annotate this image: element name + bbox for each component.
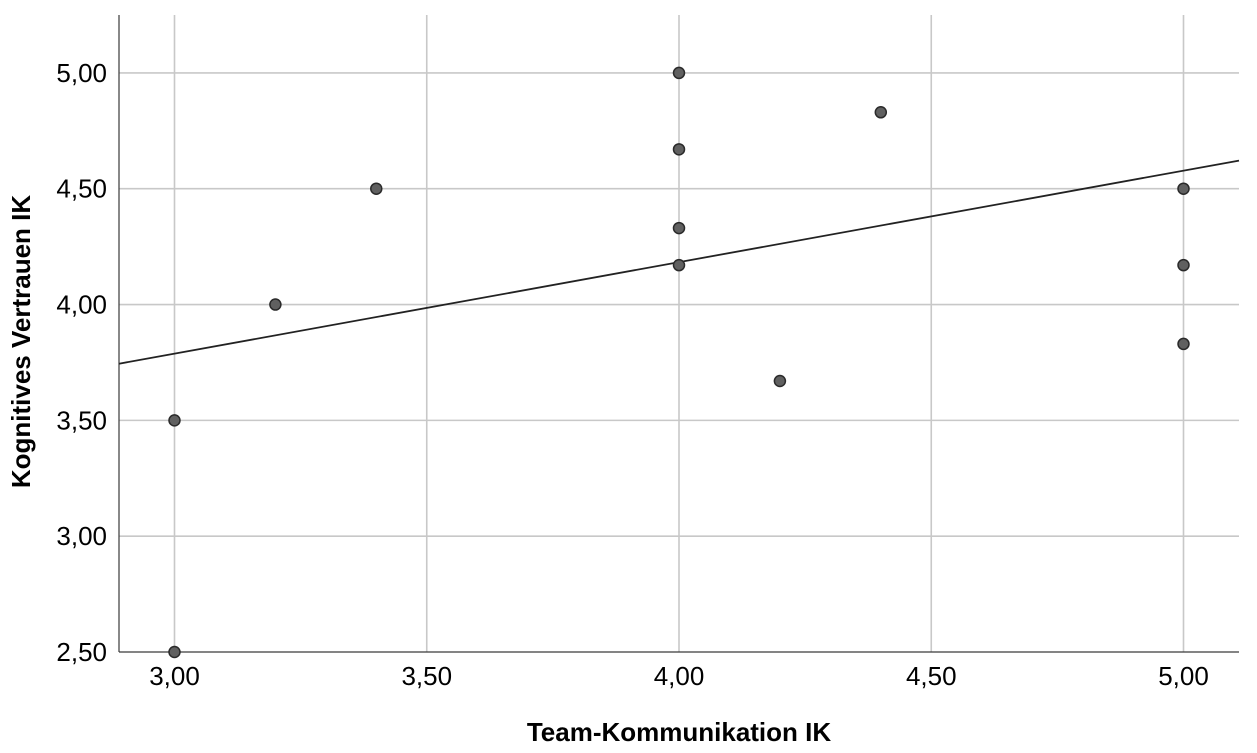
data-point xyxy=(168,645,181,659)
data-point xyxy=(672,66,686,80)
data-point xyxy=(672,258,686,272)
x-tick-label: 3,00 xyxy=(149,661,200,691)
y-tick-label: 3,50 xyxy=(56,405,107,435)
data-points xyxy=(168,66,1190,659)
x-gridlines xyxy=(173,15,1185,652)
x-tick-label: 5,00 xyxy=(1158,661,1209,691)
x-axis-title: Team-Kommunikation IK xyxy=(527,717,832,747)
data-point xyxy=(874,106,888,119)
data-point xyxy=(1177,337,1190,351)
data-point xyxy=(773,374,787,388)
y-tick-labels: 2,50 3,00 3,50 4,00 4,50 5,00 xyxy=(56,58,107,667)
y-tick-label: 3,00 xyxy=(56,521,107,551)
y-gridlines xyxy=(119,72,1239,537)
data-point xyxy=(269,298,282,311)
data-point xyxy=(168,414,181,427)
data-point xyxy=(1177,258,1190,272)
y-tick-label: 4,50 xyxy=(56,174,107,204)
x-tick-label: 4,50 xyxy=(906,661,957,691)
x-tick-label: 4,00 xyxy=(654,661,705,691)
data-point xyxy=(672,143,686,156)
x-tick-label: 3,50 xyxy=(401,661,452,691)
data-point xyxy=(1177,182,1190,195)
y-tick-label: 2,50 xyxy=(56,637,107,667)
data-point xyxy=(370,182,383,195)
y-tick-label: 5,00 xyxy=(56,58,107,88)
data-point xyxy=(672,221,686,235)
y-axis-title: Kognitives Vertrauen IK xyxy=(6,195,36,489)
x-tick-labels: 3,00 3,50 4,00 4,50 5,00 xyxy=(149,661,1209,691)
y-tick-label: 4,00 xyxy=(56,290,107,320)
